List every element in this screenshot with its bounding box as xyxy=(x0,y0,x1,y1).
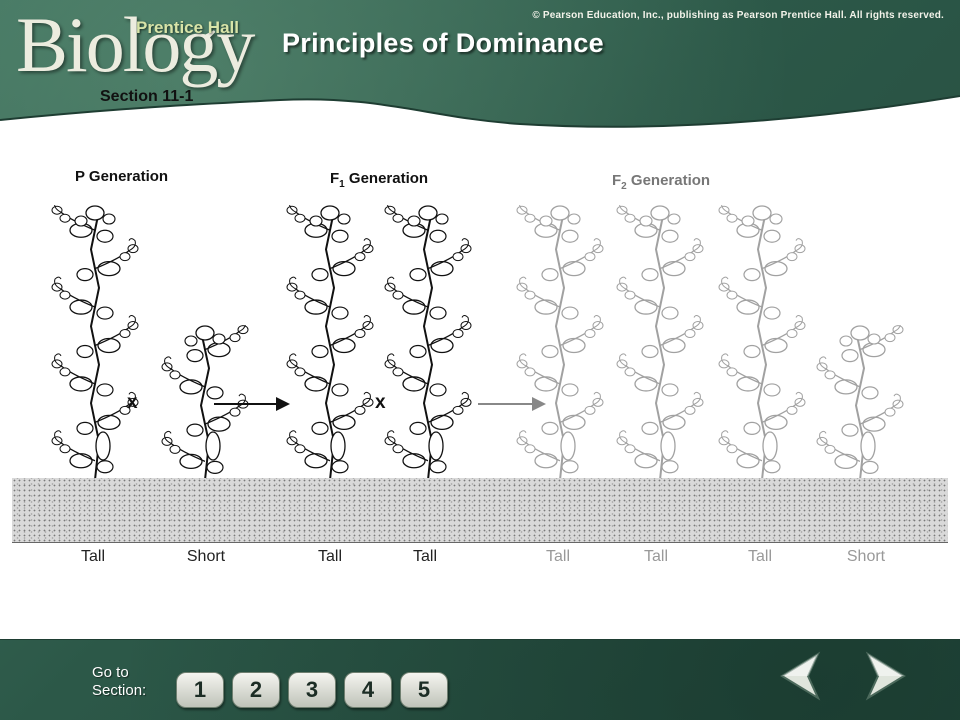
label-f2-tall-3: Tall xyxy=(747,548,772,565)
left-arrow-icon[interactable] xyxy=(778,648,834,704)
section-1-button[interactable]: 1 xyxy=(176,672,224,708)
go-to-section-label: Go to Section: xyxy=(92,664,147,699)
biology-logo: Biology Prentice Hall xyxy=(14,1,264,98)
soil-ground xyxy=(12,478,948,543)
arrow-p-to-f1 xyxy=(214,397,290,411)
f1-tall-plant-2 xyxy=(384,205,472,480)
label-p-short: Short xyxy=(186,548,226,565)
f2-tall-plant-3 xyxy=(718,205,806,480)
section-5-button[interactable]: 5 xyxy=(400,672,448,708)
label-p-tall: Tall xyxy=(80,548,105,565)
f2-tall-plant-2 xyxy=(616,205,704,480)
f2-tall-plant-1 xyxy=(516,205,604,480)
label-f1-tall-2: Tall xyxy=(412,548,437,565)
label-f2-tall-2: Tall xyxy=(643,548,668,565)
p-short-plant xyxy=(161,325,249,480)
label-f2-tall-1: Tall xyxy=(545,548,570,565)
f1-generation-heading: F1 Generation xyxy=(330,170,429,190)
section-2-button[interactable]: 2 xyxy=(232,672,280,708)
cross-symbol-p: x xyxy=(127,392,138,413)
copyright-notice: © Pearson Education, Inc., publishing as… xyxy=(532,10,944,21)
f1-tall-plant-1 xyxy=(286,205,374,480)
f2-generation-heading: F2 Generation xyxy=(612,172,711,192)
cross-symbol-f1: x xyxy=(375,392,386,413)
slide-title: Principles of Dominance xyxy=(282,28,604,58)
logo-publisher: Prentice Hall xyxy=(136,18,239,37)
section-4-button[interactable]: 4 xyxy=(344,672,392,708)
arrow-f1-to-f2 xyxy=(478,397,546,411)
label-f1-tall-1: Tall xyxy=(317,548,342,565)
right-arrow-icon[interactable] xyxy=(852,648,908,704)
label-f2-short: Short xyxy=(846,548,886,565)
section-label: Section 11-1 xyxy=(100,88,194,105)
p-generation-heading: P Generation xyxy=(75,168,169,185)
logo-wordmark: Biology xyxy=(16,1,255,88)
f2-short-plant xyxy=(816,325,904,480)
p-tall-plant xyxy=(51,205,139,480)
section-3-button[interactable]: 3 xyxy=(288,672,336,708)
